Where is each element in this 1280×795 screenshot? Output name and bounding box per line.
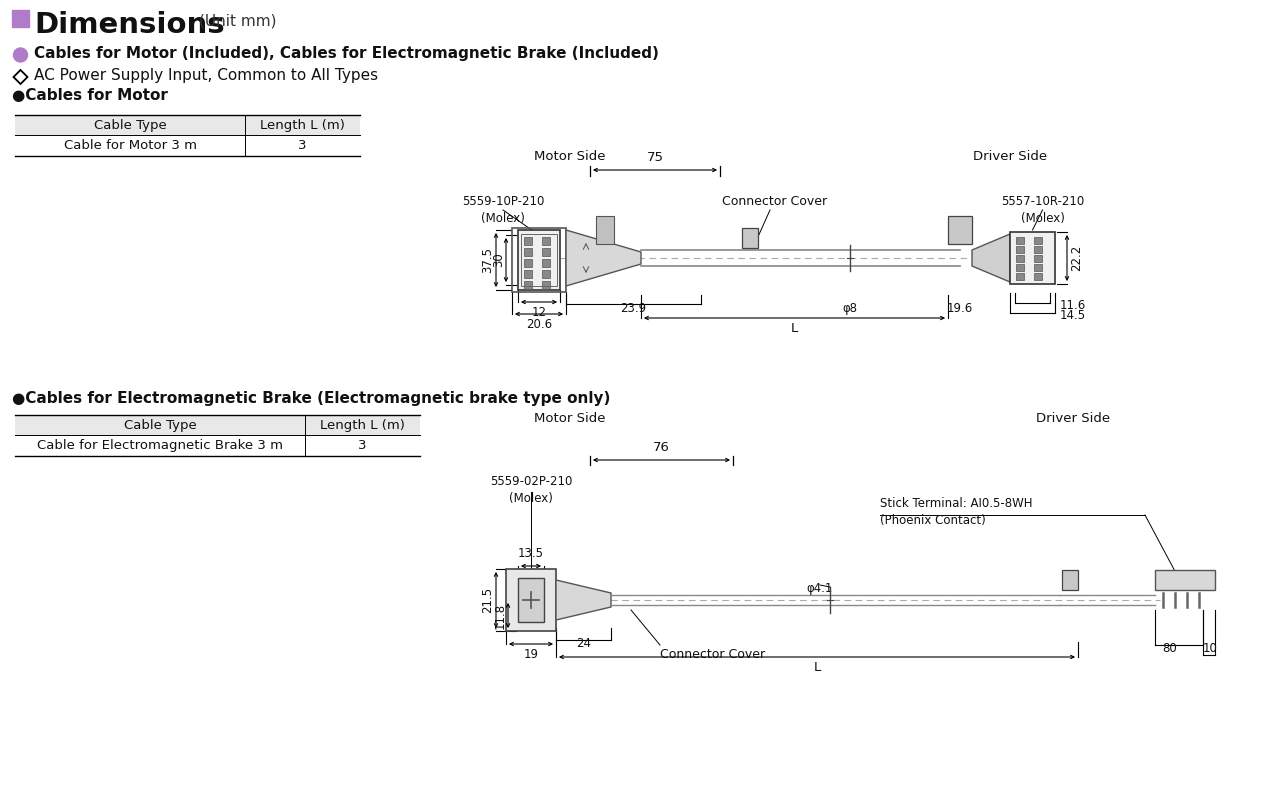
Text: Cable for Motor 3 m: Cable for Motor 3 m [64, 139, 197, 152]
Text: 23.9: 23.9 [621, 302, 646, 315]
Bar [1034, 273, 1042, 280]
Text: Length L (m): Length L (m) [260, 118, 344, 131]
Text: 20.6: 20.6 [526, 318, 552, 331]
Text: 24.3: 24.3 [525, 247, 538, 273]
Bar [518, 578, 544, 622]
Bar [541, 237, 550, 245]
Bar [1155, 570, 1215, 590]
Text: 5559-02P-210
(Molex): 5559-02P-210 (Molex) [490, 475, 572, 505]
Bar [524, 259, 532, 267]
Bar [1010, 232, 1055, 284]
Text: Motor Side: Motor Side [534, 150, 605, 163]
Text: Motor Side: Motor Side [534, 412, 605, 425]
Bar [518, 230, 561, 290]
Text: Cable Type: Cable Type [124, 418, 196, 432]
Bar [524, 281, 532, 289]
Text: 22.2: 22.2 [1070, 245, 1083, 271]
Bar [15, 115, 360, 135]
Bar [541, 270, 550, 278]
Bar [1062, 570, 1078, 590]
Bar [1016, 273, 1024, 280]
Bar [1016, 246, 1024, 253]
Polygon shape [972, 234, 1010, 282]
Text: 11.8: 11.8 [494, 603, 507, 629]
Text: 3: 3 [358, 439, 367, 452]
Bar [15, 415, 420, 435]
Bar [1034, 237, 1042, 244]
Polygon shape [556, 580, 611, 620]
Text: Cable for Electromagnetic Brake 3 m: Cable for Electromagnetic Brake 3 m [37, 439, 283, 452]
Text: Connector Cover: Connector Cover [660, 648, 765, 661]
Bar [506, 569, 556, 631]
Text: ●Cables for Electromagnetic Brake (Electromagnetic brake type only): ●Cables for Electromagnetic Brake (Elect… [12, 391, 611, 406]
Text: 76: 76 [653, 441, 669, 454]
Bar [1016, 237, 1024, 244]
Text: 5557-10R-210
(Molex): 5557-10R-210 (Molex) [1001, 195, 1084, 225]
Text: 21.5: 21.5 [481, 587, 494, 613]
Bar [524, 270, 532, 278]
Polygon shape [566, 230, 641, 286]
Text: 19.6: 19.6 [947, 302, 973, 315]
Bar [541, 281, 550, 289]
Text: L: L [791, 322, 799, 335]
Bar [1016, 264, 1024, 271]
Bar [12, 10, 29, 27]
Text: φ8: φ8 [842, 302, 858, 315]
Text: 12: 12 [531, 306, 547, 319]
Text: ●Cables for Motor: ●Cables for Motor [12, 88, 168, 103]
Text: 14.5: 14.5 [1060, 309, 1087, 322]
Bar [521, 234, 557, 286]
Text: AC Power Supply Input, Common to All Types: AC Power Supply Input, Common to All Typ… [35, 68, 378, 83]
Text: 24: 24 [576, 637, 591, 650]
Text: Length L (m): Length L (m) [320, 418, 404, 432]
Text: Stick Terminal: AI0.5-8WH
(Phoenix Contact): Stick Terminal: AI0.5-8WH (Phoenix Conta… [881, 497, 1033, 527]
Text: Cable Type: Cable Type [93, 118, 166, 131]
Bar [541, 259, 550, 267]
Bar [524, 248, 532, 256]
Text: 75: 75 [646, 151, 663, 164]
Text: 80: 80 [1162, 642, 1178, 655]
Bar [1016, 255, 1024, 262]
Bar [1034, 255, 1042, 262]
Text: 13.5: 13.5 [518, 547, 544, 560]
Text: φ4.1: φ4.1 [806, 582, 833, 595]
Bar [596, 216, 614, 244]
Text: 19: 19 [524, 648, 539, 661]
Bar [1034, 246, 1042, 253]
Circle shape [14, 48, 27, 62]
Text: Driver Side: Driver Side [973, 150, 1047, 163]
Bar [512, 228, 566, 292]
Text: 30: 30 [492, 253, 506, 267]
Text: L: L [813, 661, 820, 674]
Bar [541, 248, 550, 256]
Bar [742, 228, 758, 248]
Text: 3: 3 [298, 139, 307, 152]
Text: (Unit mm): (Unit mm) [198, 14, 276, 29]
Text: 10: 10 [1203, 642, 1217, 655]
Bar [1034, 264, 1042, 271]
Text: Dimensions: Dimensions [35, 11, 224, 39]
Bar [524, 237, 532, 245]
Text: 37.5: 37.5 [481, 247, 494, 273]
Bar [948, 216, 972, 244]
Text: 5559-10P-210
(Molex): 5559-10P-210 (Molex) [462, 195, 544, 225]
Text: Connector Cover: Connector Cover [722, 195, 828, 208]
Text: Driver Side: Driver Side [1036, 412, 1110, 425]
Text: Cables for Motor (Included), Cables for Electromagnetic Brake (Included): Cables for Motor (Included), Cables for … [35, 46, 659, 61]
Text: 11.6: 11.6 [1060, 299, 1087, 312]
